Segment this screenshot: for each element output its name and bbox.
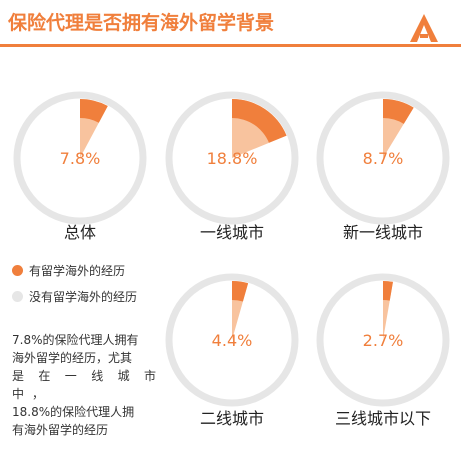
pie-slice-accent-new-tier1 [383,99,414,124]
brand-logo-icon [410,14,438,42]
legend-label-no-overseas: 没有留学海外的经历 [29,290,138,304]
pie-ring-overall [13,91,147,225]
pie-slice-accent-tier3-below [383,281,393,301]
value-label-tier1: 18.8% [207,149,258,168]
legend-swatch-no-overseas [12,291,23,302]
legend-item-no-overseas: 没有留学海外的经历 [12,288,137,305]
pie-slice-accent-tier1 [232,99,287,143]
value-label-overall: 7.8% [60,149,101,168]
pie-slice-accent-tier2 [232,281,249,302]
note-line-2: 海外留学的经历，尤其 [12,351,133,365]
value-label-tier2: 4.4% [212,331,253,350]
category-label-overall: 总体 [63,223,97,242]
page-title: 保险代理是否拥有海外留学背景 [8,12,275,34]
legend-label-overseas: 有留学海外的经历 [29,264,126,278]
value-label-new-tier1: 8.7% [363,149,404,168]
category-label-tier2: 二线城市 [199,409,265,428]
pie-slice-accent-overall [80,99,108,123]
note-line-3: 是在一线城市中， [12,369,164,401]
value-label-tier3-below: 2.7% [363,331,404,350]
pie-ring-tier3-below [316,273,450,407]
category-label-tier3-below: 三线城市以下 [334,409,432,428]
note-line-5: 有海外留学的经历 [12,423,109,437]
pie-ring-tier1 [165,91,299,225]
pie-ring-new-tier1 [316,91,450,225]
summary-note: 7.8%的保险代理人拥有 海外留学的经历，尤其 是在一线城市中， 18.8%的保… [12,331,164,439]
title-underline [0,44,461,47]
legend-item-overseas: 有留学海外的经历 [12,262,125,279]
category-label-tier1: 一线城市 [199,223,265,242]
note-line-1: 7.8%的保险代理人拥有 [12,333,139,347]
note-line-4: 18.8%的保险代理人拥 [12,405,135,419]
legend-swatch-overseas [12,265,23,276]
category-label-new-tier1: 新一线城市 [342,223,424,242]
pie-ring-tier2 [165,273,299,407]
